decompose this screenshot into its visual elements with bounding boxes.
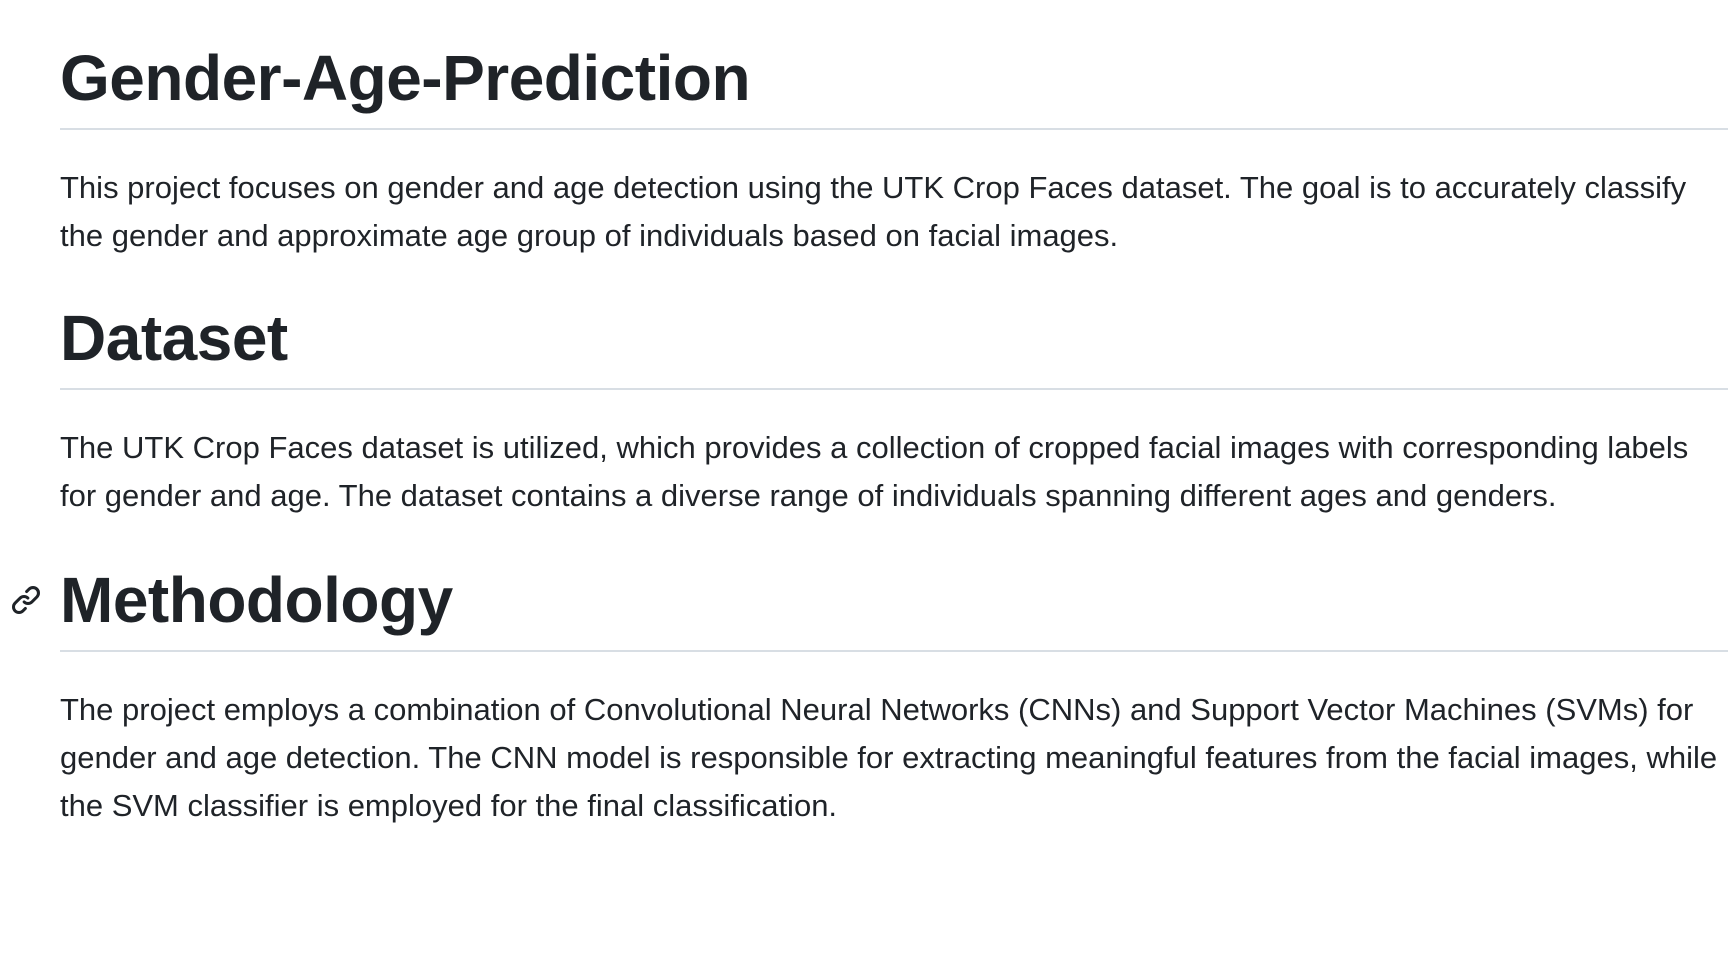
paragraph-methodology-description: The project employs a combination of Con… <box>60 692 1718 823</box>
section-dataset: Dataset The UTK Crop Faces dataset is ut… <box>60 298 1728 560</box>
section-methodology: Methodology The project employs a combin… <box>11 560 1728 830</box>
section-gender-age-prediction: Gender-Age-Prediction This project focus… <box>60 0 1728 298</box>
heading-methodology: Methodology <box>60 560 1728 652</box>
readme-content: Gender-Age-Prediction This project focus… <box>11 0 1728 830</box>
heading-gender-age-prediction: Gender-Age-Prediction <box>60 0 1728 130</box>
paragraph-project-intro: This project focuses on gender and age d… <box>60 170 1687 253</box>
heading-anchor-link[interactable] <box>8 582 44 618</box>
heading-dataset: Dataset <box>60 298 1728 390</box>
link-icon <box>11 585 41 615</box>
paragraph-dataset-description: The UTK Crop Faces dataset is utilized, … <box>60 430 1689 513</box>
